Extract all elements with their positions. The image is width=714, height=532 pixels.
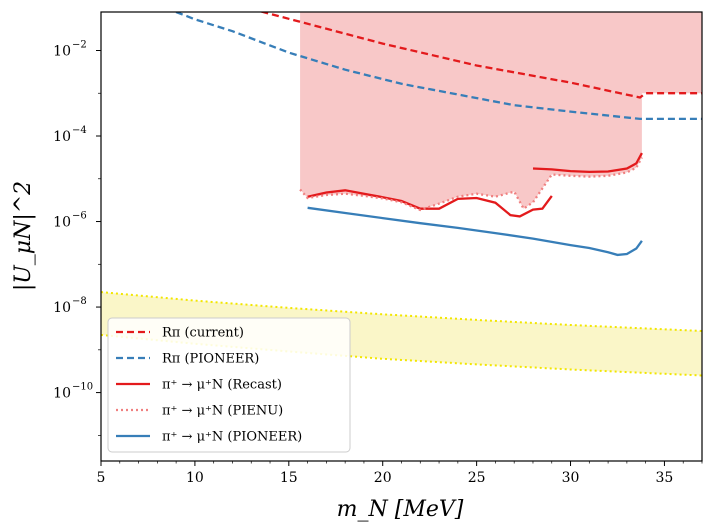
- legend-box: [107, 317, 351, 453]
- y-tick-exponent: −8: [72, 296, 87, 307]
- series-line-3: [299, 156, 643, 212]
- legend-label-1: Rπ (PIONEER): [162, 352, 259, 367]
- y-axis-title: |U_μN|^2: [11, 181, 36, 291]
- target-band-fill: [101, 292, 702, 376]
- y-tick-label: 10: [53, 129, 71, 145]
- legend-label-4: π⁺ → μ⁺N (PIONEER): [162, 430, 302, 445]
- x-tick-label: 35: [656, 470, 674, 486]
- y-tick-label: 10: [53, 300, 71, 316]
- x-tick-label: 5: [97, 470, 106, 486]
- y-tick-label: 10: [53, 386, 71, 402]
- y-tick-exponent: −4: [72, 125, 87, 136]
- y-tick-exponent: −10: [72, 382, 93, 393]
- y-tick-exponent: −2: [72, 39, 87, 50]
- legend-label-0: Rπ (current): [162, 326, 244, 341]
- series-line-2-upper: [532, 152, 643, 174]
- x-tick-label: 10: [186, 470, 204, 486]
- x-axis-title: m_N [MeV]: [337, 497, 464, 522]
- legend-label-3: π⁺ → μ⁺N (PIENU): [162, 404, 283, 419]
- series-line-2: [307, 189, 553, 218]
- x-tick-label: 30: [562, 470, 580, 486]
- series-line-1: [175, 12, 702, 121]
- legend: Rπ (current) Rπ (PIONEER) π⁺ → μ⁺N (Recast…: [107, 317, 351, 453]
- y-tick-exponent: −6: [72, 211, 87, 222]
- x-tick-label: 15: [280, 470, 298, 486]
- y-tick-label: 10: [53, 43, 71, 59]
- legend-label-2: π⁺ → μ⁺N (Recast): [162, 378, 282, 393]
- excluded-region: [300, 12, 702, 210]
- y-tick-label: 10: [53, 215, 71, 231]
- series-line-0: [258, 12, 702, 99]
- x-tick-label: 25: [468, 470, 486, 486]
- x-tick-label: 20: [374, 470, 392, 486]
- series-line-4: [307, 206, 643, 257]
